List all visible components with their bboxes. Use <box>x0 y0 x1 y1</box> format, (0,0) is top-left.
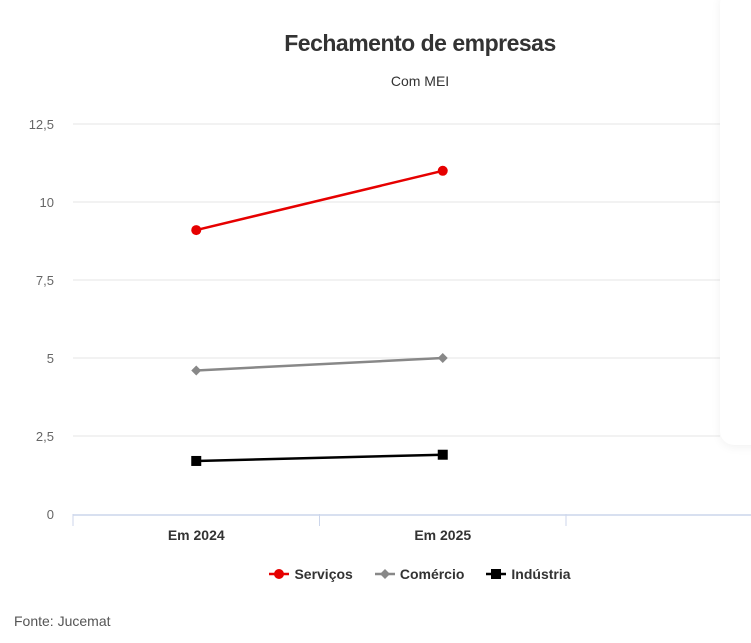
x-tick-label: Em 2024 <box>168 527 225 543</box>
x-tick-label: Em 2025 <box>414 527 471 543</box>
series-line-comércio <box>196 356 443 372</box>
y-tick-label: 10 <box>40 195 54 210</box>
legend: Serviços Comércio Indústria <box>0 566 751 582</box>
data-point <box>191 365 202 376</box>
source-note: Fonte: Jucemat <box>14 613 111 629</box>
side-panel-card <box>720 0 751 445</box>
legend-label: Serviços <box>294 566 353 582</box>
chart-subtitle: Com MEI <box>390 73 450 89</box>
legend-item[interactable]: Indústria <box>486 566 571 582</box>
y-tick-label: 12,5 <box>29 117 54 132</box>
data-point <box>437 353 448 363</box>
data-point <box>191 225 202 236</box>
data-point <box>191 455 202 466</box>
y-tick-label: 2,5 <box>36 429 54 444</box>
chart-title: Fechamento de empresas <box>284 30 556 56</box>
legend-square-icon <box>486 569 507 579</box>
data-point <box>437 449 448 460</box>
legend-diamond-icon <box>374 569 395 579</box>
y-tick-label: 7,5 <box>36 273 54 288</box>
legend-label: Indústria <box>511 566 571 582</box>
data-point <box>437 165 448 176</box>
y-tick-label: 0 <box>47 507 54 522</box>
legend-label: Comércio <box>399 566 465 582</box>
series-line-indústria <box>196 453 443 463</box>
y-tick-label: 5 <box>47 351 54 366</box>
series-line-serviços <box>195 169 444 232</box>
legend-item[interactable]: Serviços <box>269 566 353 582</box>
legend-item[interactable]: Comércio <box>374 566 465 582</box>
legend-circle-icon <box>269 569 290 579</box>
